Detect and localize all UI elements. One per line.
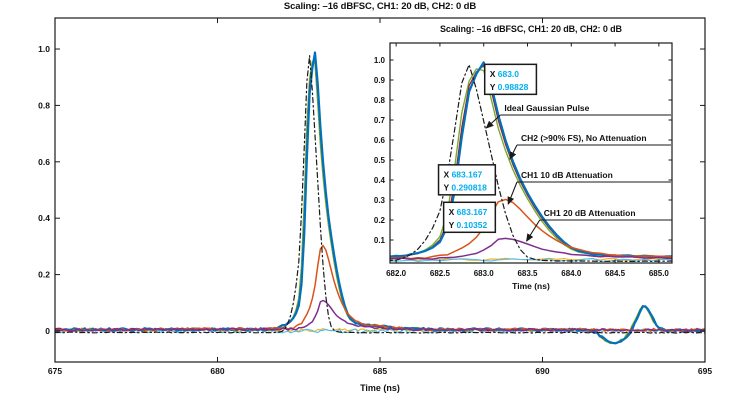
datatip-box bbox=[483, 63, 538, 96]
main-chart: 675 680 685 690 695 0 0.2 0.4 0.6 0.8 1.0 bbox=[38, 17, 712, 376]
y-tick-label: 0.6 bbox=[38, 157, 50, 167]
y-tick-label: 0.2 bbox=[38, 270, 50, 280]
callout-1: CH2 (>90% FS), No Attenuation bbox=[509, 133, 671, 160]
inset-x-axis-label: Time (ns) bbox=[512, 281, 550, 291]
datatip-text: Y 0.10352 bbox=[449, 220, 488, 230]
inset-chart: Ideal Gaussian Pulse CH2 (>90% FS), No At… bbox=[374, 42, 673, 278]
datatip-box bbox=[437, 164, 497, 196]
x-tick-label: 690 bbox=[535, 366, 549, 376]
callout-label: CH1 10 dB Attenuation bbox=[521, 170, 613, 180]
y-tick-label: 0.4 bbox=[374, 176, 386, 185]
trace-ch1_20 bbox=[390, 237, 672, 261]
x-tick-label: 685.0 bbox=[649, 269, 670, 278]
x-tick-label: 684.0 bbox=[561, 269, 582, 278]
callout-label: Ideal Gaussian Pulse bbox=[504, 103, 589, 113]
axes-box bbox=[389, 42, 673, 264]
datatip-1: X 683.167 Y 0.290818 bbox=[437, 164, 497, 196]
y-tick-label: 0.8 bbox=[38, 100, 50, 110]
x-tick-label: 675 bbox=[48, 366, 62, 376]
inset-chart-title: Scaling: –16 dBFSC, CH1: 20 dB, CH2: 0 d… bbox=[440, 24, 622, 34]
x-tick-label: 680 bbox=[210, 366, 224, 376]
trace-ch1_20 bbox=[55, 299, 705, 332]
datatip-text: Y 0.290818 bbox=[444, 182, 488, 192]
callout-0: Ideal Gaussian Pulse bbox=[485, 103, 671, 129]
datatip-text: X 683.167 bbox=[449, 207, 488, 217]
datatip-0: X 683.0 Y 0.98828 bbox=[483, 63, 538, 96]
callout-arrow bbox=[526, 219, 541, 242]
y-tick-label: 0.6 bbox=[374, 136, 386, 145]
datatip-box bbox=[442, 201, 497, 234]
y-tick-label: 0 bbox=[45, 326, 50, 336]
y-tick-label: 0.7 bbox=[374, 116, 386, 125]
trace-ch1_10 bbox=[390, 198, 672, 260]
main-x-axis-label: Time (ns) bbox=[360, 383, 400, 393]
y-tick-label: 0.5 bbox=[374, 156, 386, 165]
y-tick-label: 0.9 bbox=[374, 76, 386, 85]
x-tick-label: 682.0 bbox=[386, 269, 407, 278]
main-chart-title: Scaling: –16 dBFSC, CH1: 20 dB, CH2: 0 d… bbox=[283, 1, 477, 12]
y-tick-label: 1.0 bbox=[374, 56, 386, 65]
datatip-text: X 683.0 bbox=[490, 69, 520, 79]
callout-3: CH1 20 dB Attenuation bbox=[526, 208, 671, 242]
trace-yellow_noise bbox=[390, 257, 672, 261]
callout-label: CH2 (>90% FS), No Attenuation bbox=[521, 133, 647, 143]
y-tick-label: 0.3 bbox=[374, 196, 386, 205]
callout-label: CH1 20 dB Attenuation bbox=[544, 208, 636, 218]
x-tick-label: 695 bbox=[698, 366, 712, 376]
callout-arrow bbox=[485, 114, 501, 129]
x-tick-label: 682.5 bbox=[430, 269, 451, 278]
y-tick-label: 0.8 bbox=[374, 96, 386, 105]
x-tick-label: 684.5 bbox=[605, 269, 626, 278]
y-tick-label: 0.4 bbox=[38, 213, 50, 223]
y-tick-label: 1.0 bbox=[38, 44, 50, 54]
x-tick-label: 683.5 bbox=[517, 269, 538, 278]
x-tick-label: 683.0 bbox=[474, 269, 495, 278]
callout-arrow bbox=[507, 181, 518, 205]
datatip-2: X 683.167 Y 0.10352 bbox=[442, 201, 497, 234]
datatip-text: Y 0.98828 bbox=[490, 82, 529, 92]
trace-ideal bbox=[55, 55, 705, 334]
x-tick-label: 685 bbox=[373, 366, 387, 376]
y-tick-label: 0.1 bbox=[374, 236, 386, 245]
y-tick-label: 0.2 bbox=[374, 216, 386, 225]
datatip-text: X 683.167 bbox=[444, 169, 483, 179]
callout-arrow bbox=[509, 144, 518, 160]
callout-2: CH1 10 dB Attenuation bbox=[507, 170, 671, 205]
